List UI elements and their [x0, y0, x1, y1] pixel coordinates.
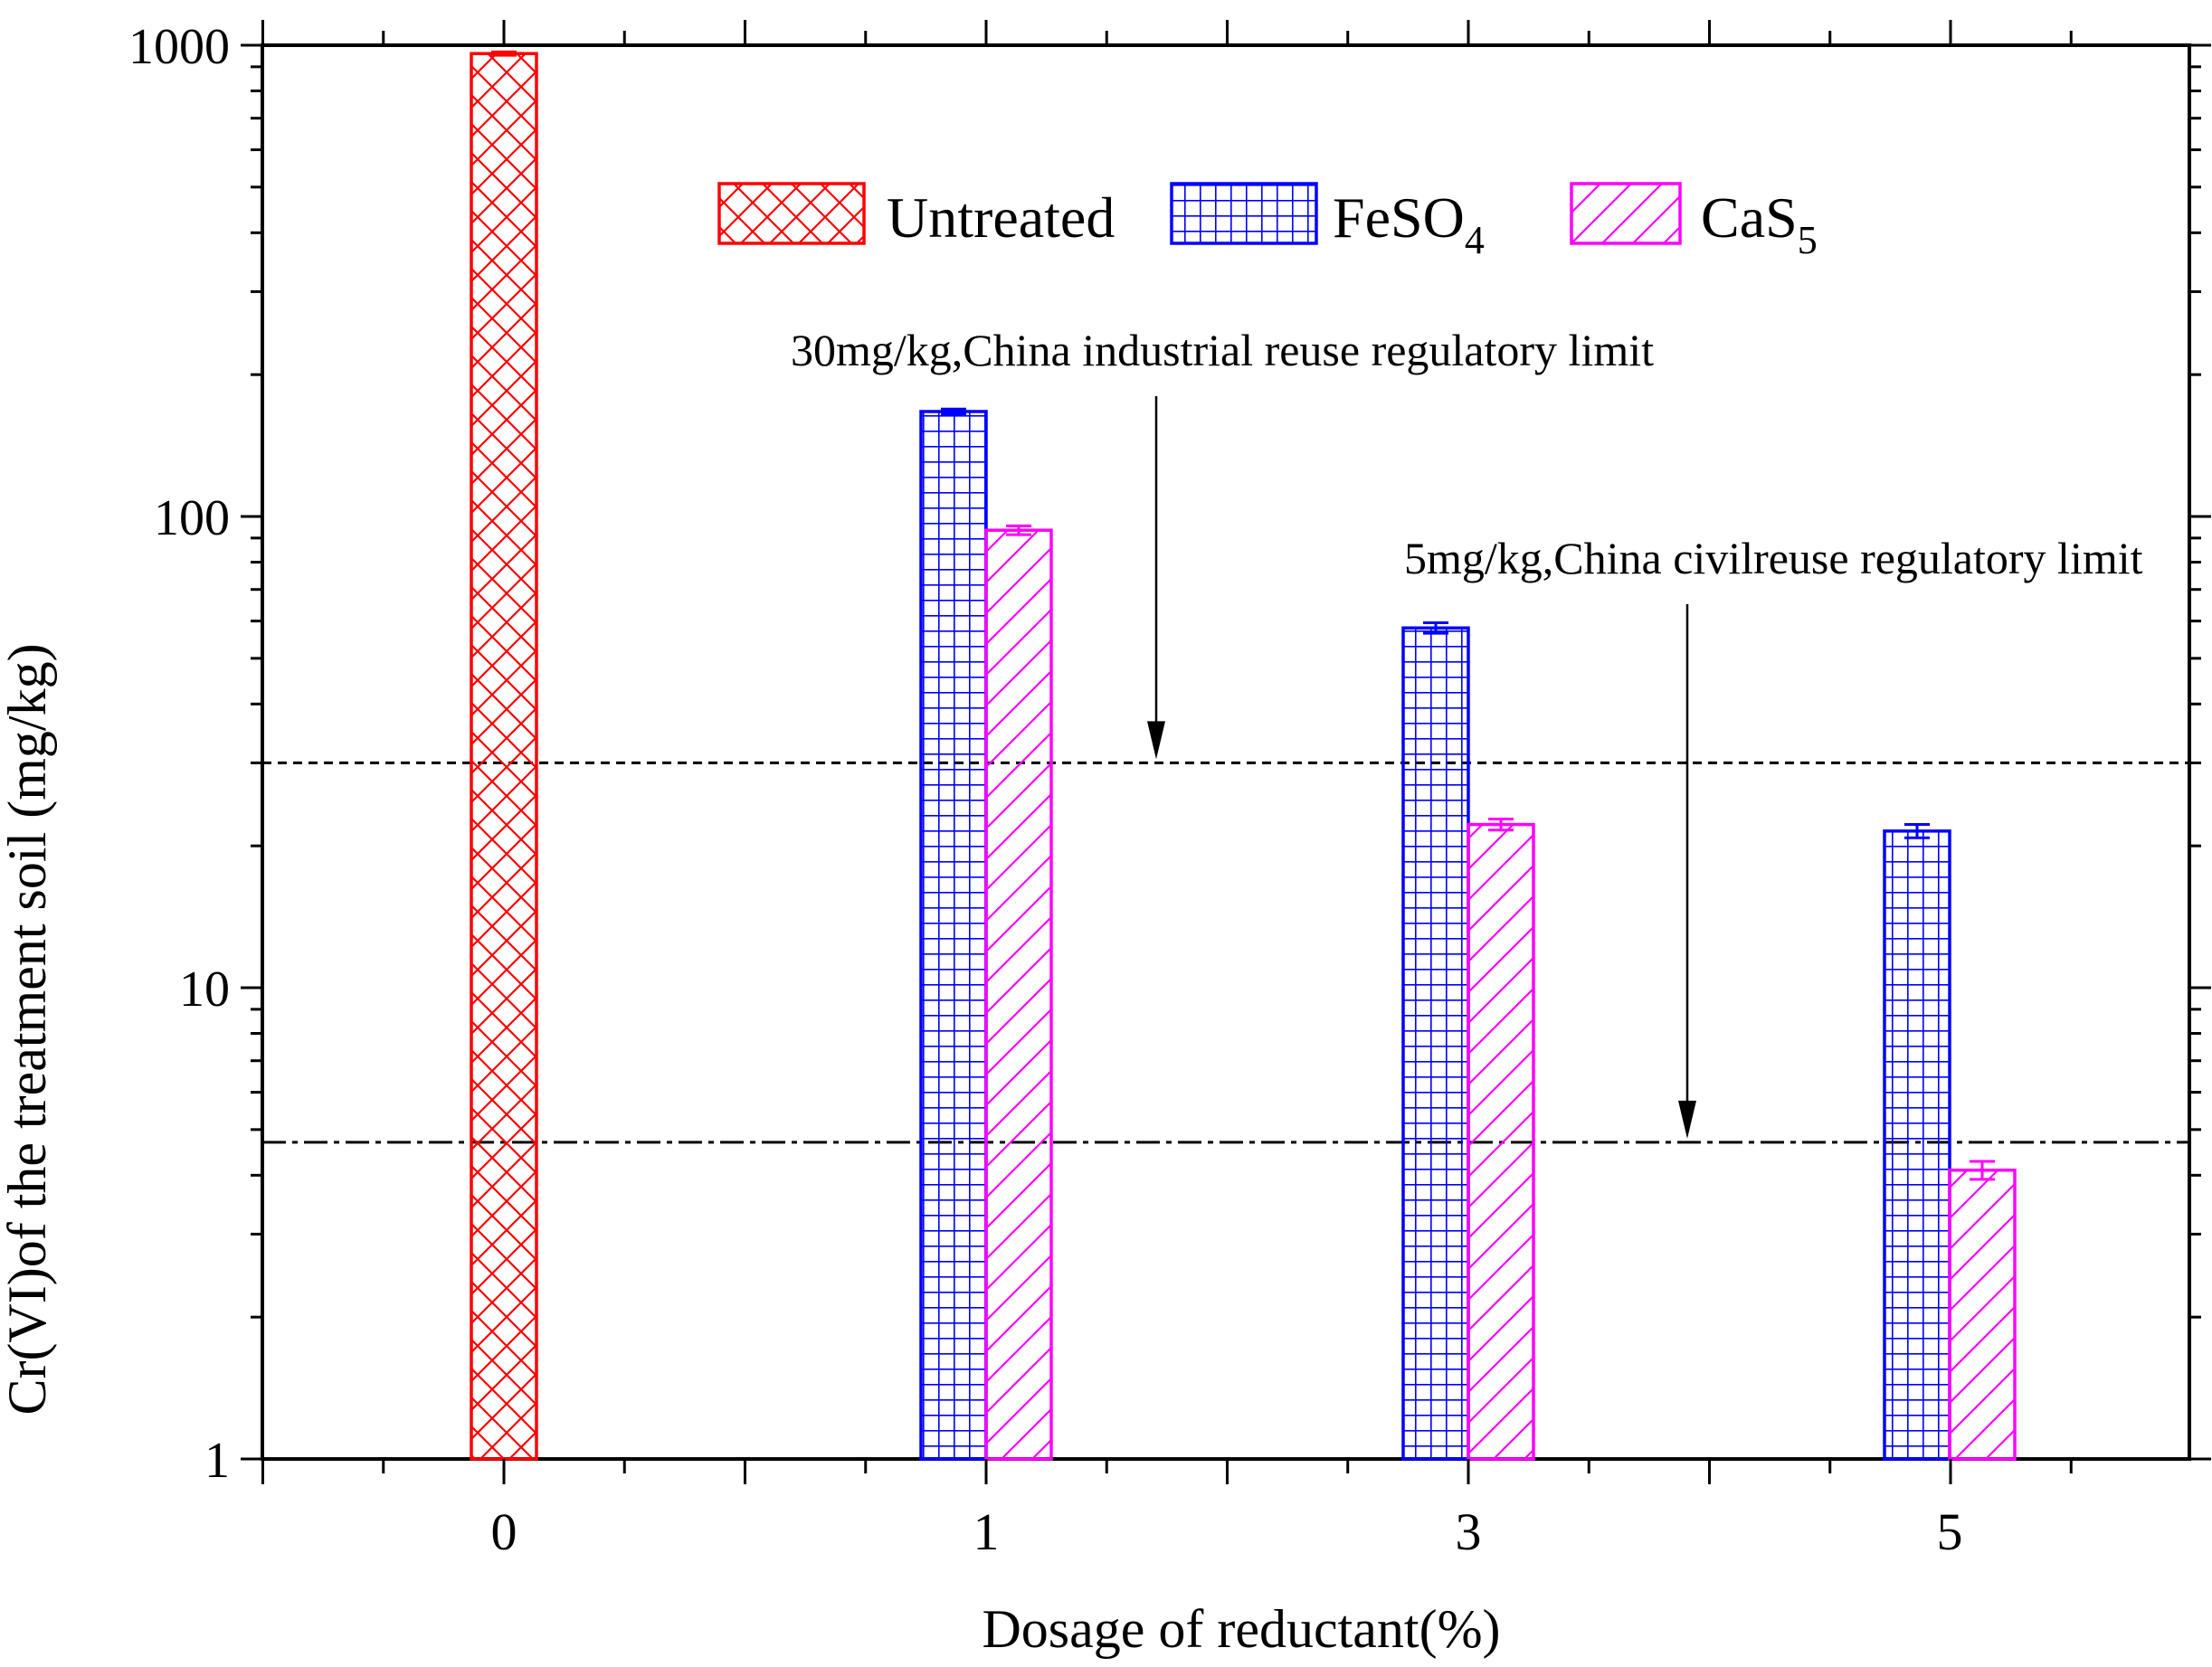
- axes: 1 10 100 1000 0 1 3 5: [128, 19, 2211, 1561]
- error-bar-FeSO4-5: [1904, 823, 1930, 839]
- bar-Untreated-0: [470, 52, 538, 1461]
- y-tick-label: 100: [154, 490, 230, 546]
- x-tick-label: 0: [491, 1502, 517, 1561]
- bar-CaS5-1: [984, 528, 1053, 1461]
- error-bar-CaS5-5: [1970, 1160, 1995, 1181]
- error-bar-CaS5-3: [1488, 818, 1514, 832]
- y-axis-label: Cr(VI)of the treatment soil (mg/kg): [0, 643, 57, 1415]
- bar-FeSO4-1: [919, 410, 988, 1461]
- error-bar-CaS5-1: [1006, 524, 1031, 536]
- legend: Untreated FeSO4 CaS5: [717, 182, 1818, 262]
- x-tick-label: 5: [1937, 1502, 1963, 1561]
- y-tick-label: 1000: [128, 19, 230, 75]
- x-axis-label: Dosage of reductant(%): [982, 1599, 1500, 1659]
- error-bar-FeSO4-1: [941, 407, 966, 416]
- legend-swatch: [717, 182, 866, 245]
- annotation-text-0: 30mg/kg,China industrial reuse regulator…: [791, 325, 1654, 375]
- bars: [470, 50, 2017, 1461]
- error-bar-Untreated-0: [491, 50, 517, 57]
- bar-FeSO4-5: [1883, 829, 1951, 1461]
- x-tick-label: 3: [1456, 1502, 1482, 1561]
- annotation-arrow-head-1: [1678, 1100, 1696, 1139]
- y-tick-label: 10: [179, 961, 230, 1018]
- legend-label: CaS5: [1701, 185, 1818, 262]
- legend-item-CaS5: CaS5: [1570, 182, 1818, 262]
- legend-swatch: [1570, 182, 1682, 245]
- error-bar-FeSO4-3: [1423, 620, 1448, 635]
- annotation-arrow-head-0: [1147, 721, 1165, 760]
- legend-label: FeSO4: [1333, 185, 1485, 262]
- bar-CaS5-5: [1948, 1168, 2017, 1461]
- annotations: 30mg/kg,China industrial reuse regulator…: [791, 325, 2143, 1139]
- y-tick-label: 1: [204, 1433, 230, 1489]
- legend-item-Untreated: Untreated: [717, 182, 1115, 250]
- bar-CaS5-3: [1467, 822, 1535, 1461]
- legend-label: Untreated: [887, 185, 1115, 250]
- legend-swatch: [1170, 182, 1318, 245]
- bar-FeSO4-3: [1401, 626, 1470, 1461]
- x-tick-label: 1: [973, 1502, 1000, 1561]
- legend-item-FeSO4: FeSO4: [1170, 182, 1485, 262]
- annotation-text-1: 5mg/kg,China civilreuse regulatory limit: [1404, 533, 2143, 583]
- reference-lines: [262, 761, 2189, 1144]
